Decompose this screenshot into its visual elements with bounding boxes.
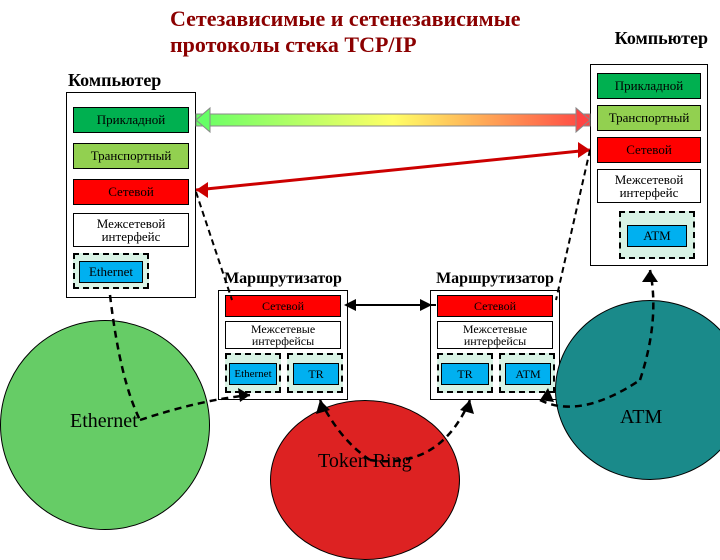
router-2: Маршрутизатор Сетевой Межсетевые интерфе… [430,270,560,400]
right-atm-layer: ATM [627,225,687,247]
title-line-1: Сетезависимые и сетенезависимые [170,6,521,31]
router2-atm: ATM [505,363,551,385]
router2-tr: TR [441,363,489,385]
ethernet-network-label: Ethernet [70,410,138,433]
diagram-title: Сетезависимые и сетенезависимые протокол… [170,6,521,59]
left-computer-stack: Прикладной Транспортный Сетевой Межсетев… [66,92,196,298]
right-app-layer: Прикладной [597,73,701,99]
atm-network-label: ATM [620,406,662,429]
right-transport-layer: Транспортный [597,105,701,131]
left-iface-layer: Межсетевой интерфейс [73,213,189,247]
router1-tr: TR [293,363,339,385]
computer-label-left: Компьютер [68,70,161,91]
atm-network-circle [555,300,720,480]
router-1-title: Маршрутизатор [218,270,348,288]
right-network-layer: Сетевой [597,137,701,163]
router1-iface: Межсетевые интерфейсы [225,321,341,349]
left-app-layer: Прикладной [73,107,189,133]
router2-iface: Межсетевые интерфейсы [437,321,553,349]
tokenring-network-circle [270,400,460,560]
router-1: Маршрутизатор Сетевой Межсетевые интерфе… [218,270,348,400]
right-iface-layer: Межсетевой интерфейс [597,169,701,203]
router-2-title: Маршрутизатор [430,270,560,288]
left-transport-layer: Транспортный [73,143,189,169]
title-line-2: протоколы стека TCP/IP [170,32,417,57]
router1-network: Сетевой [225,295,341,317]
router1-eth: Ethernet [229,363,277,385]
left-ethernet-layer: Ethernet [79,261,143,283]
tokenring-network-label: Token Ring [318,450,412,473]
right-computer-stack: Прикладной Транспортный Сетевой Межсетев… [590,64,708,266]
left-network-layer: Сетевой [73,179,189,205]
router2-network: Сетевой [437,295,553,317]
computer-label-right: Компьютер [615,28,708,49]
